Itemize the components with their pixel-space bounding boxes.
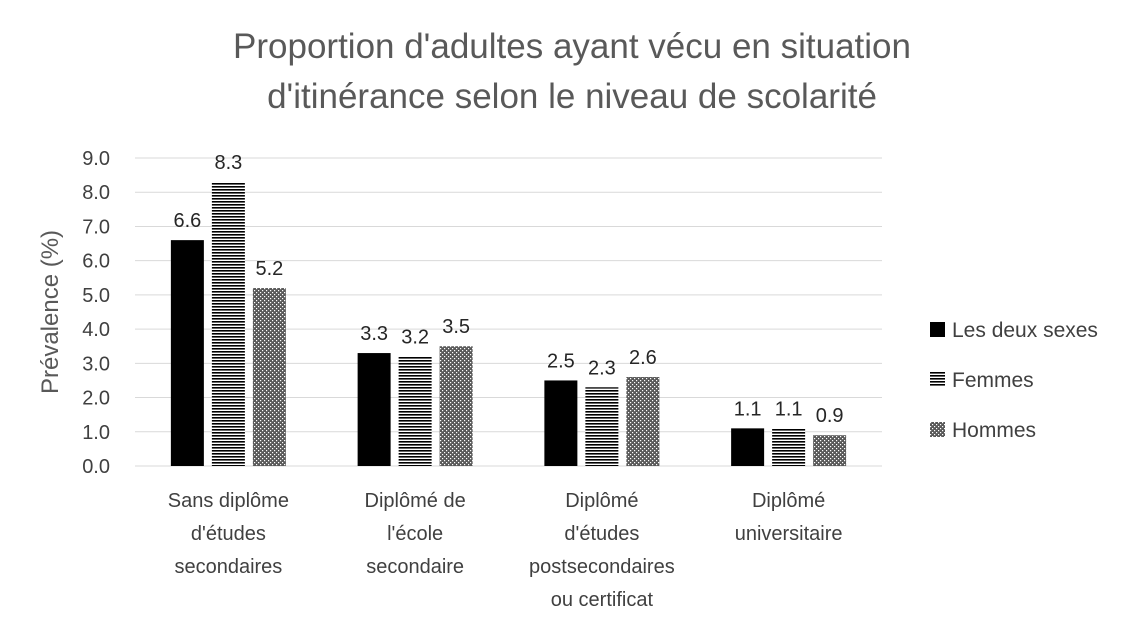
legend-swatch bbox=[930, 422, 945, 437]
y-axis-label: Prévalence (%) bbox=[37, 230, 64, 394]
x-category-label: Diplômé de l'école secondaire bbox=[365, 490, 466, 578]
data-label: 8.3 bbox=[214, 152, 242, 174]
x-axis-categories: Sans diplôme d'études secondaires Diplômé d… bbox=[168, 490, 843, 611]
data-label: 5.2 bbox=[255, 258, 283, 280]
data-label: 2.6 bbox=[629, 347, 657, 369]
legend: Les deux sexes Femmes Hommes bbox=[930, 319, 1098, 442]
gridlines bbox=[135, 157, 882, 467]
y-tick-label: 5.0 bbox=[82, 285, 110, 307]
y-tick-label: 4.0 bbox=[82, 319, 110, 341]
x-category-label: Diplômé d'études postsecondaires ou certifi… bbox=[529, 490, 675, 611]
data-label: 3.3 bbox=[360, 323, 388, 345]
bar bbox=[813, 435, 847, 466]
bar bbox=[626, 377, 660, 466]
bar bbox=[544, 380, 578, 466]
data-label: 3.2 bbox=[401, 326, 429, 348]
bar bbox=[252, 288, 286, 466]
chart-title-line-2: d'itinérance selon le niveau de scolarit… bbox=[267, 77, 877, 116]
bar bbox=[439, 346, 473, 466]
y-tick-label: 7.0 bbox=[82, 216, 110, 238]
bar bbox=[772, 428, 806, 466]
x-category-label: Diplômé universitaire bbox=[735, 490, 843, 545]
y-axis-ticks: 0.0 1.0 2.0 3.0 4.0 5.0 6.0 7.0 8.0 9.0 bbox=[82, 148, 110, 478]
bar bbox=[357, 353, 391, 466]
data-labels: 6.6 8.3 5.2 3.3 3.2 3.5 2.5 2.3 2.6 1.1 1.1 0.9 bbox=[173, 152, 843, 427]
data-label: 1.1 bbox=[734, 398, 762, 420]
bar bbox=[731, 428, 765, 466]
legend-label: Hommes bbox=[952, 419, 1036, 442]
y-tick-label: 0.0 bbox=[82, 456, 110, 478]
data-label: 2.3 bbox=[588, 357, 616, 379]
y-tick-label: 2.0 bbox=[82, 388, 110, 410]
y-tick-label: 9.0 bbox=[82, 148, 110, 170]
legend-label: Les deux sexes bbox=[952, 319, 1098, 342]
data-label: 0.9 bbox=[816, 405, 844, 427]
bar bbox=[398, 356, 432, 466]
data-label: 1.1 bbox=[775, 398, 803, 420]
x-category-label: Sans diplôme d'études secondaires bbox=[168, 490, 289, 578]
legend-swatch bbox=[930, 322, 945, 337]
chart-title-line-1: Proportion d'adultes ayant vécu en situa… bbox=[233, 27, 911, 66]
y-tick-label: 3.0 bbox=[82, 353, 110, 375]
legend-swatch bbox=[930, 372, 945, 387]
y-tick-label: 1.0 bbox=[82, 422, 110, 444]
bar bbox=[170, 240, 204, 466]
data-label: 2.5 bbox=[547, 350, 575, 372]
data-label: 3.5 bbox=[442, 316, 470, 338]
y-tick-label: 8.0 bbox=[82, 182, 110, 204]
bars bbox=[170, 181, 847, 466]
bar bbox=[585, 387, 619, 466]
legend-label: Femmes bbox=[952, 369, 1034, 392]
data-label: 6.6 bbox=[173, 210, 201, 232]
bar bbox=[211, 181, 245, 466]
y-tick-label: 6.0 bbox=[82, 251, 110, 273]
